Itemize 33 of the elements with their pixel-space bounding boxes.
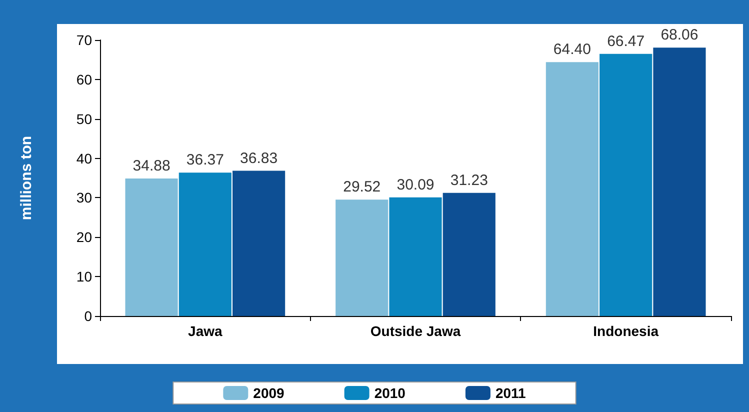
data-label: 36.37 xyxy=(186,152,224,169)
bar xyxy=(442,192,496,316)
data-label: 34.88 xyxy=(132,157,170,174)
bar xyxy=(125,178,178,316)
bar xyxy=(232,170,286,316)
data-label: 66.47 xyxy=(607,32,645,50)
data-label: 64.40 xyxy=(553,41,591,58)
y-tick-label: 70 xyxy=(76,32,92,48)
data-label: 68.06 xyxy=(660,26,698,44)
data-label: 30.09 xyxy=(396,176,434,194)
bar xyxy=(389,197,442,316)
y-tick-label: 20 xyxy=(76,229,92,246)
x-tick-label: Jawa xyxy=(188,323,223,339)
y-axis-title: millions ton xyxy=(18,136,35,220)
x-tick-label: Outside Jawa xyxy=(370,323,461,339)
bar xyxy=(600,54,652,316)
bar xyxy=(546,62,598,316)
data-label: 36.83 xyxy=(240,150,278,167)
bar xyxy=(653,48,706,316)
legend-label: 2011 xyxy=(495,385,526,401)
x-tick-label: Indonesia xyxy=(593,323,659,339)
y-tick-label: 40 xyxy=(76,150,92,166)
y-tick-label: 60 xyxy=(76,71,92,88)
y-tick-label: 0 xyxy=(84,308,92,324)
y-tick-label: 10 xyxy=(76,268,92,285)
bar xyxy=(178,172,232,316)
legend-label: 2010 xyxy=(374,385,406,401)
y-tick-label: 50 xyxy=(76,110,92,127)
data-label: 29.52 xyxy=(343,178,381,196)
y-tick-label: 30 xyxy=(76,190,92,206)
legend-label: 2009 xyxy=(253,385,285,401)
data-label: 31.23 xyxy=(450,172,488,189)
bar xyxy=(336,200,388,316)
